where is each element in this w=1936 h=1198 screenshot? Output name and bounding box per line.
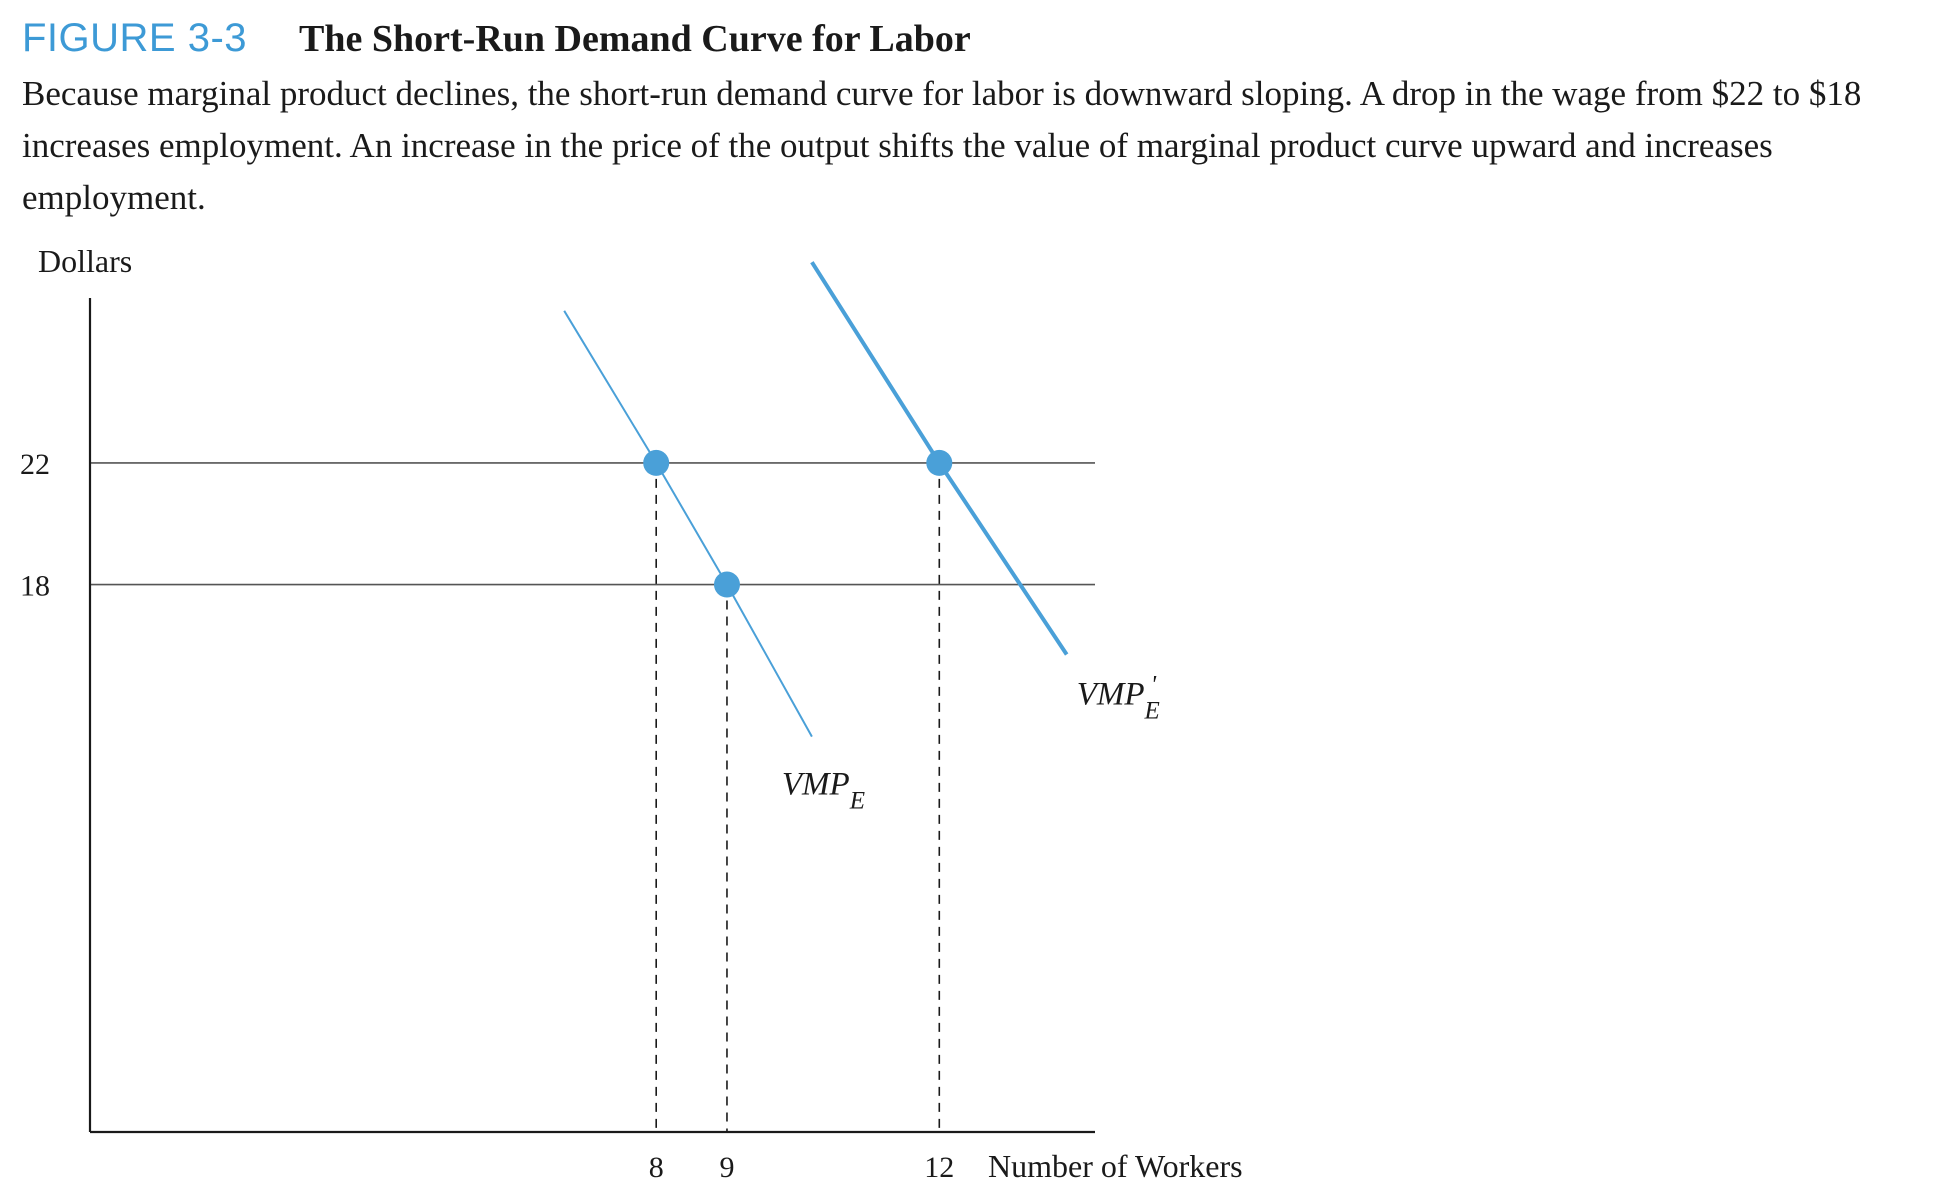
figure-caption: Because marginal product declines, the s… (22, 74, 1862, 217)
figure-title: The Short-Run Demand Curve for Labor (299, 18, 971, 60)
figure-header: FIGURE 3-3 The Short-Run Demand Curve fo… (22, 16, 1922, 61)
vmp-e-label: VMPE (782, 767, 865, 815)
y-tick-label-18: 18 (20, 570, 50, 603)
curve-labels: VMPE VMPE' (782, 672, 1160, 815)
employment-drop-lines (655, 462, 941, 1132)
tick-labels: 22 18 8 9 12 (20, 448, 954, 1184)
wage-lines (90, 462, 1095, 586)
x-tick-label-8: 8 (649, 1151, 664, 1184)
x-tick-label-12: 12 (924, 1151, 954, 1184)
y-tick-label-22: 22 (20, 448, 50, 481)
vmp-curves (563, 261, 1069, 738)
point-12-22 (926, 449, 953, 476)
y-axis-label: Dollars (38, 243, 132, 279)
x-tick-label-9: 9 (719, 1151, 734, 1184)
figure-label: FIGURE 3-3 (22, 16, 248, 60)
axes (88, 298, 1095, 1134)
x-axis-label: Number of Workers (988, 1148, 1243, 1184)
point-9-18 (713, 571, 740, 598)
vmp-e-curve (563, 310, 813, 738)
point-8-22 (643, 449, 670, 476)
equilibrium-points (643, 449, 953, 598)
vmp-e-prime-label: VMPE' (1077, 672, 1160, 725)
